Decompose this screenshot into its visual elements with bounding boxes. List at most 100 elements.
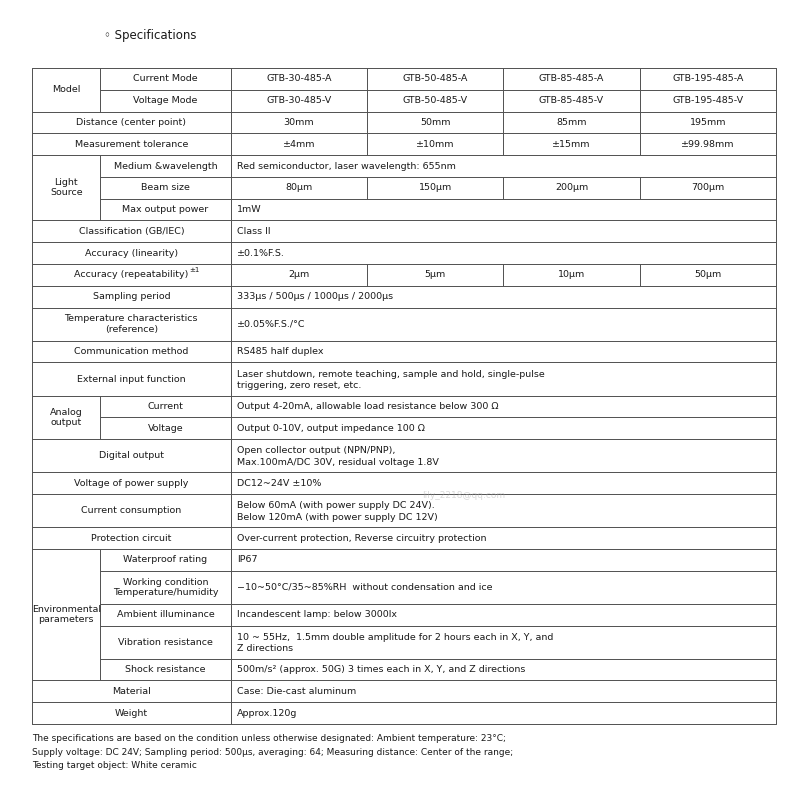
Bar bbox=[503, 134, 640, 155]
Bar bbox=[230, 604, 776, 626]
Bar bbox=[32, 264, 230, 286]
Text: −10~50°C/35~85%RH  without condensation and ice: −10~50°C/35~85%RH without condensation a… bbox=[237, 582, 493, 592]
Text: DC12~24V ±10%: DC12~24V ±10% bbox=[237, 478, 322, 488]
Bar bbox=[32, 221, 230, 242]
Text: Measurement tolerance: Measurement tolerance bbox=[74, 140, 188, 149]
Bar bbox=[230, 134, 367, 155]
Text: 50μm: 50μm bbox=[694, 270, 722, 279]
Text: Z directions: Z directions bbox=[237, 644, 293, 654]
Bar bbox=[101, 155, 230, 177]
Bar bbox=[640, 68, 776, 90]
Bar bbox=[32, 702, 230, 724]
Text: Voltage Mode: Voltage Mode bbox=[134, 96, 198, 105]
Text: GTB-50-485-V: GTB-50-485-V bbox=[402, 96, 468, 105]
Text: IP67: IP67 bbox=[237, 555, 258, 564]
Text: Sampling period: Sampling period bbox=[93, 292, 170, 301]
Text: GTB-195-485-A: GTB-195-485-A bbox=[672, 74, 743, 83]
Bar bbox=[367, 68, 503, 90]
Bar bbox=[32, 362, 230, 395]
Text: Communication method: Communication method bbox=[74, 347, 189, 356]
Text: ±15mm: ±15mm bbox=[552, 140, 590, 149]
Bar bbox=[101, 395, 230, 418]
Text: Laser shutdown, remote teaching, sample and hold, single-pulse: Laser shutdown, remote teaching, sample … bbox=[237, 370, 545, 378]
Text: GTB-50-485-A: GTB-50-485-A bbox=[402, 74, 468, 83]
Bar bbox=[32, 242, 230, 264]
Text: The specifications are based on the condition unless otherwise designated: Ambie: The specifications are based on the cond… bbox=[32, 734, 513, 770]
Bar bbox=[230, 111, 367, 134]
Text: Below 120mA (with power supply DC 12V): Below 120mA (with power supply DC 12V) bbox=[237, 513, 438, 522]
Bar bbox=[32, 68, 776, 724]
Bar bbox=[503, 264, 640, 286]
Text: Analog
output: Analog output bbox=[50, 408, 82, 427]
Bar bbox=[32, 68, 101, 111]
Text: lily_2218@qq.com: lily_2218@qq.com bbox=[422, 491, 506, 501]
Text: Environmental
parameters: Environmental parameters bbox=[32, 605, 101, 624]
Bar bbox=[230, 341, 776, 362]
Text: Accuracy (linearity): Accuracy (linearity) bbox=[85, 249, 178, 258]
Bar bbox=[230, 658, 776, 681]
Bar bbox=[101, 177, 230, 198]
Text: Max output power: Max output power bbox=[122, 205, 209, 214]
Text: GTB-85-485-A: GTB-85-485-A bbox=[539, 74, 604, 83]
Text: 10 ~ 55Hz,  1.5mm double amplitude for 2 hours each in X, Y, and: 10 ~ 55Hz, 1.5mm double amplitude for 2 … bbox=[237, 633, 554, 642]
Text: triggering, zero reset, etc.: triggering, zero reset, etc. bbox=[237, 381, 362, 390]
Bar bbox=[640, 90, 776, 111]
Text: 500m/s² (approx. 50G) 3 times each in X, Y, and Z directions: 500m/s² (approx. 50G) 3 times each in X,… bbox=[237, 665, 526, 674]
Bar bbox=[640, 264, 776, 286]
Bar bbox=[230, 264, 367, 286]
Text: Protection circuit: Protection circuit bbox=[91, 534, 171, 542]
Bar bbox=[230, 549, 776, 570]
Text: 1mW: 1mW bbox=[237, 205, 262, 214]
Text: 333μs / 500μs / 1000μs / 2000μs: 333μs / 500μs / 1000μs / 2000μs bbox=[237, 292, 393, 301]
Bar bbox=[32, 439, 230, 472]
Text: 200μm: 200μm bbox=[555, 183, 588, 192]
Bar bbox=[101, 626, 230, 658]
Text: Voltage of power supply: Voltage of power supply bbox=[74, 478, 189, 488]
Bar bbox=[230, 198, 776, 221]
Text: RS485 half duplex: RS485 half duplex bbox=[237, 347, 323, 356]
Text: Output 4-20mA, allowable load resistance below 300 Ω: Output 4-20mA, allowable load resistance… bbox=[237, 402, 498, 411]
Bar bbox=[32, 494, 230, 527]
Text: Beam size: Beam size bbox=[141, 183, 190, 192]
Bar bbox=[640, 134, 776, 155]
Bar bbox=[230, 527, 776, 549]
Bar bbox=[230, 286, 776, 307]
Text: Max.100mA/DC 30V, residual voltage 1.8V: Max.100mA/DC 30V, residual voltage 1.8V bbox=[237, 458, 439, 466]
Text: 10μm: 10μm bbox=[558, 270, 585, 279]
Bar bbox=[503, 68, 640, 90]
Text: Accuracy (repeatability): Accuracy (repeatability) bbox=[74, 270, 189, 279]
Text: 5μm: 5μm bbox=[425, 270, 446, 279]
Text: 50mm: 50mm bbox=[420, 118, 450, 127]
Text: Below 60mA (with power supply DC 24V).: Below 60mA (with power supply DC 24V). bbox=[237, 501, 434, 510]
Text: 195mm: 195mm bbox=[690, 118, 726, 127]
Bar bbox=[101, 198, 230, 221]
Bar bbox=[101, 90, 230, 111]
Bar bbox=[367, 134, 503, 155]
Bar bbox=[101, 658, 230, 681]
Text: GTB-30-485-V: GTB-30-485-V bbox=[266, 96, 331, 105]
Text: Medium &wavelength: Medium &wavelength bbox=[114, 162, 218, 170]
Text: 150μm: 150μm bbox=[418, 183, 452, 192]
Bar bbox=[503, 111, 640, 134]
Bar bbox=[32, 549, 101, 681]
Text: Model: Model bbox=[52, 86, 81, 94]
Bar bbox=[367, 111, 503, 134]
Text: 2μm: 2μm bbox=[288, 270, 310, 279]
Text: ±1: ±1 bbox=[189, 267, 199, 273]
Bar bbox=[503, 90, 640, 111]
Bar bbox=[230, 221, 776, 242]
Bar bbox=[230, 702, 776, 724]
Bar bbox=[367, 90, 503, 111]
Bar bbox=[640, 177, 776, 198]
Bar bbox=[230, 418, 776, 439]
Bar bbox=[101, 68, 230, 90]
Bar bbox=[32, 681, 230, 702]
Bar bbox=[230, 68, 367, 90]
Text: ±0.1%F.S.: ±0.1%F.S. bbox=[237, 249, 285, 258]
Bar bbox=[230, 626, 776, 658]
Bar bbox=[101, 604, 230, 626]
Text: Over-current protection, Reverse circuitry protection: Over-current protection, Reverse circuit… bbox=[237, 534, 486, 542]
Text: 700μm: 700μm bbox=[691, 183, 725, 192]
Text: Current Mode: Current Mode bbox=[134, 74, 198, 83]
Bar bbox=[32, 472, 230, 494]
